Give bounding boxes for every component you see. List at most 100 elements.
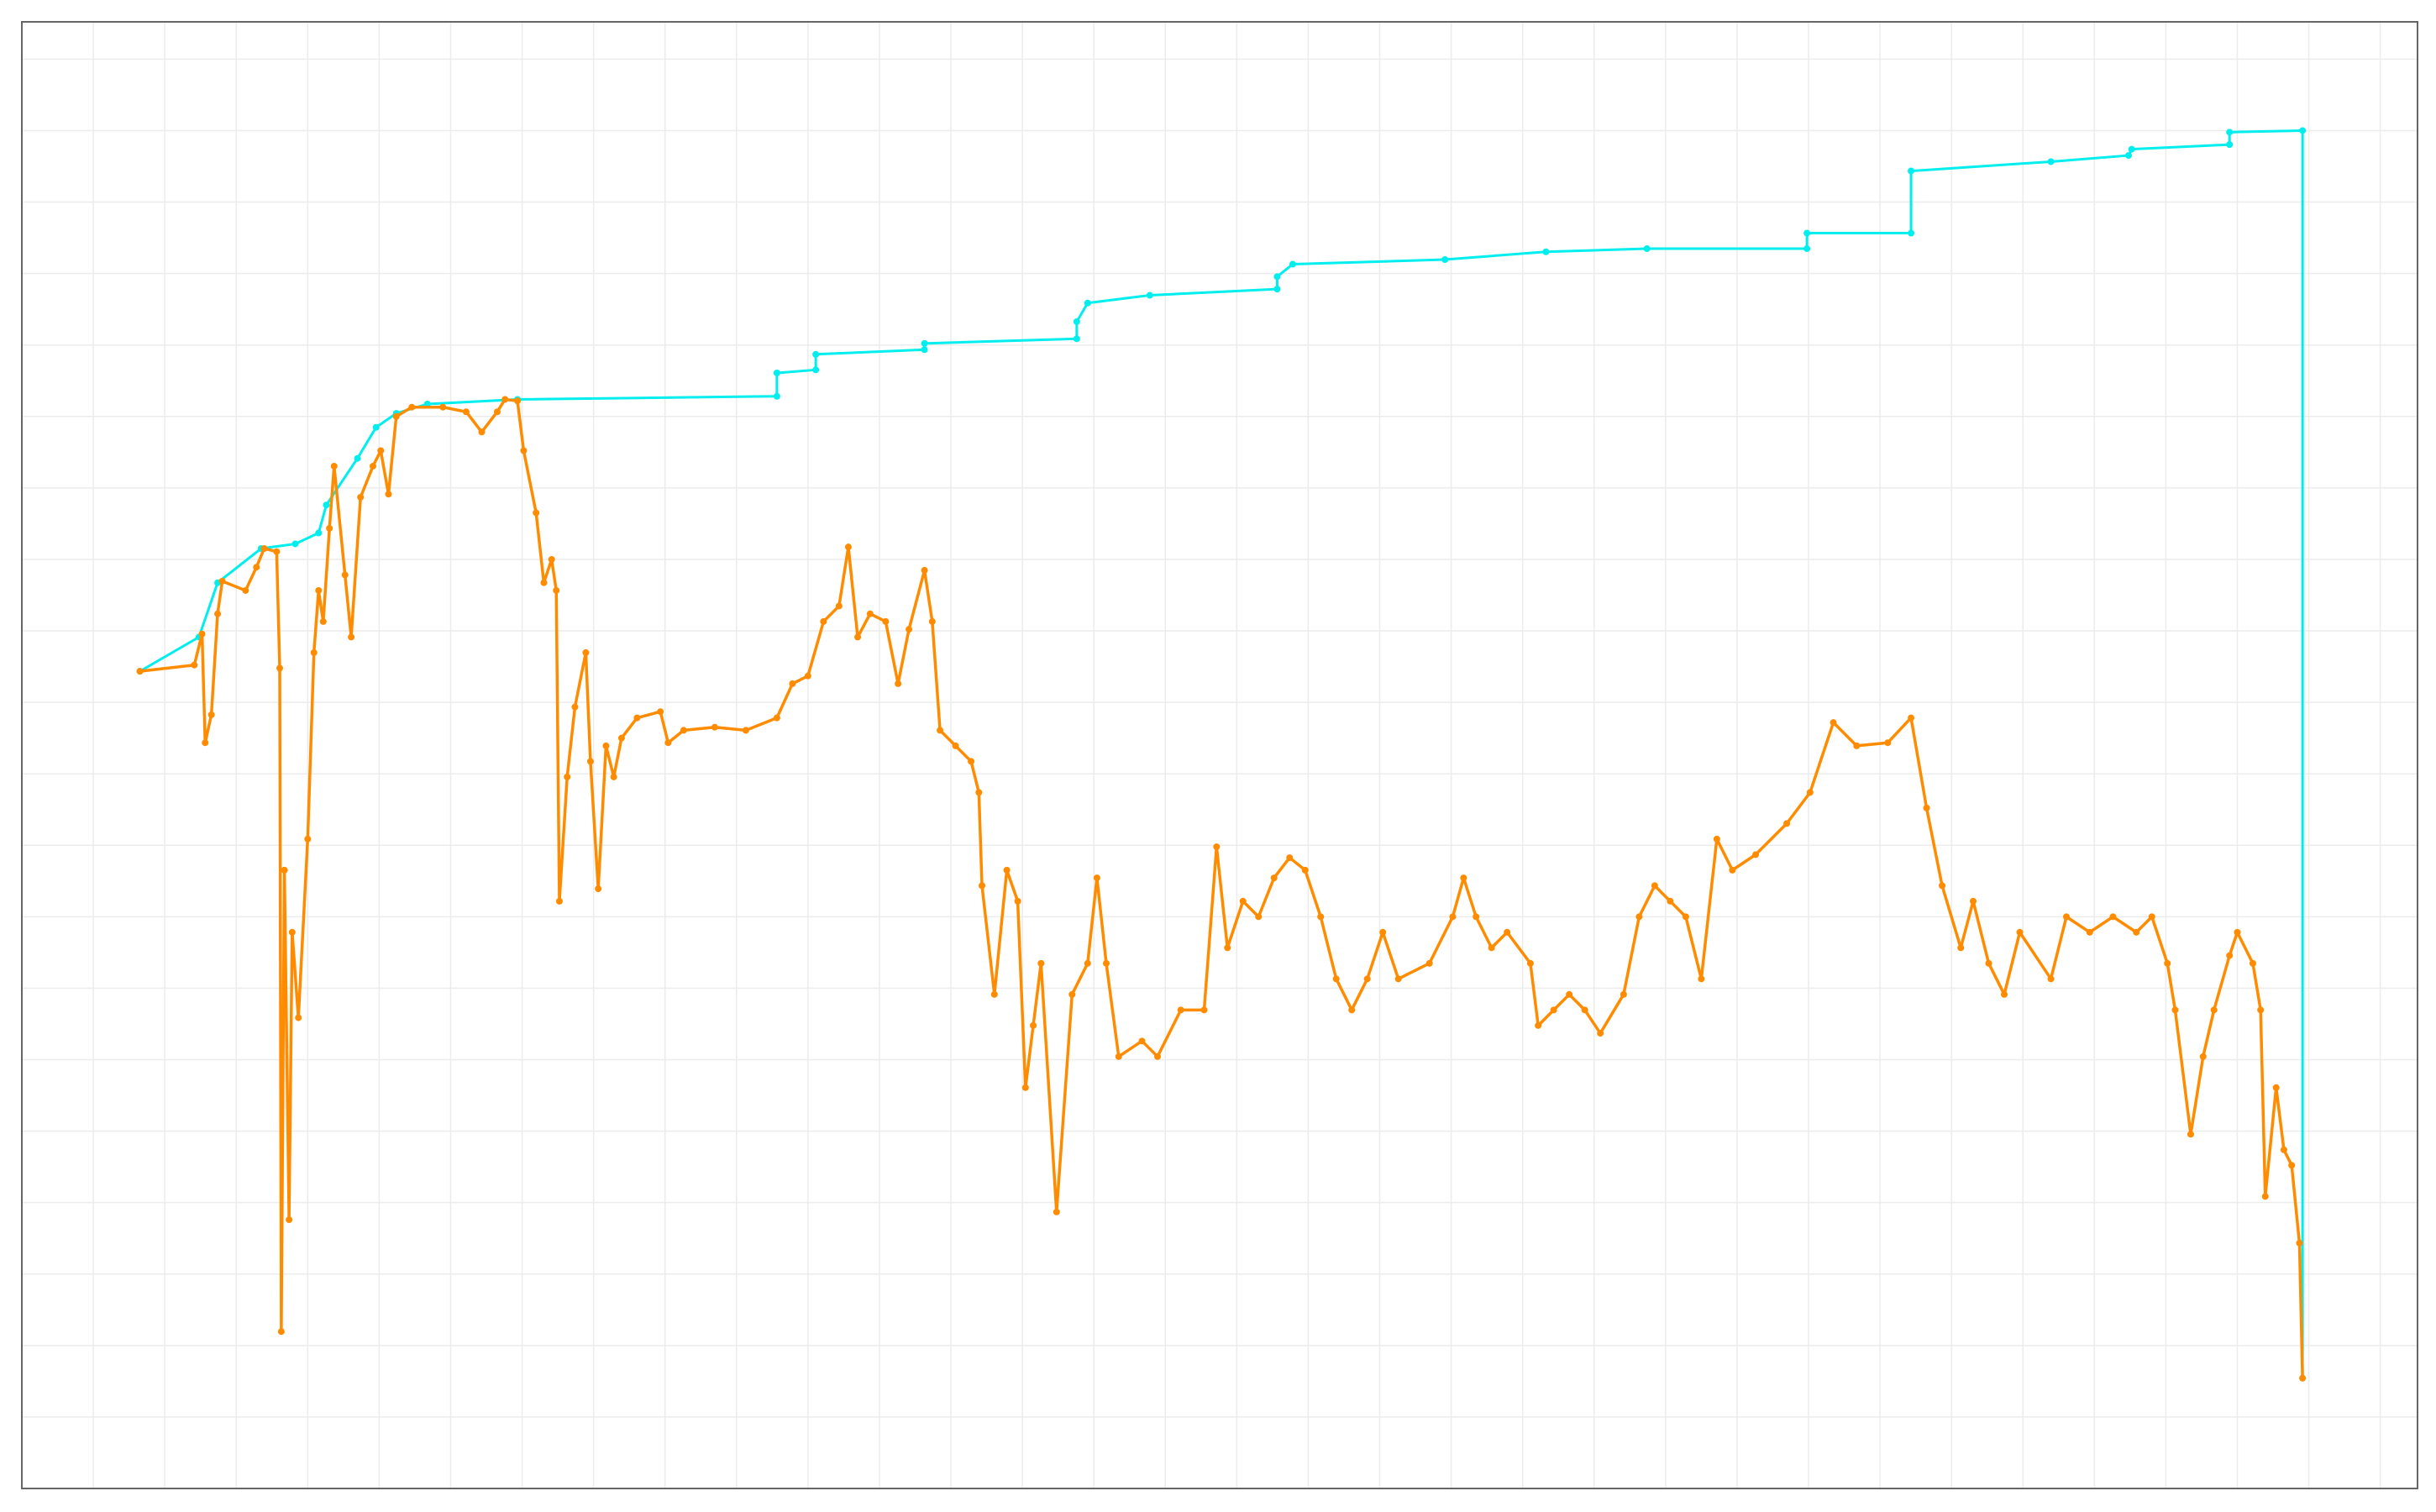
data-point [198,630,206,638]
data-point [1073,318,1080,325]
data-point [602,742,610,749]
data-point [1729,866,1736,874]
data-point [2272,1084,2280,1091]
data-point [281,866,288,874]
data-point [979,882,986,890]
data-point [501,396,509,403]
data-point [2047,158,2055,165]
data-point [392,412,400,420]
data-point [1239,897,1247,905]
data-point [202,739,209,747]
data-point [1053,1208,1060,1215]
data-point [773,370,780,377]
data-point [462,408,470,416]
data-point [2226,129,2234,136]
data-point [2128,145,2135,153]
data-point [2249,959,2256,967]
data-point [1597,1030,1604,1037]
data-point [1255,913,1263,921]
data-point [1177,1006,1184,1014]
data-point [1698,975,1705,983]
data-point [1908,229,1915,237]
data-point [1957,944,1965,952]
data-point [326,524,333,532]
data-point [2257,1006,2265,1014]
data-point [2016,928,2024,936]
data-point [1379,928,1387,936]
data-point [820,617,827,625]
data-point [2199,1053,2207,1060]
data-point [1102,959,1110,967]
data-point [2124,152,2132,160]
data-point [1213,843,1221,851]
data-point [2299,1374,2307,1382]
data-point [2299,127,2307,134]
data-point [136,668,144,675]
plot-area [136,127,2307,1382]
data-point [2280,1146,2287,1153]
data-point [657,708,664,716]
data-point [295,1014,302,1021]
data-point [2226,952,2234,959]
data-point [408,403,416,411]
data-point [1939,882,1946,890]
data-point [804,672,811,680]
data-point [812,366,820,374]
data-point [439,403,447,411]
data-point [323,501,330,509]
data-point [595,885,602,893]
data-point [1394,975,1402,983]
data-point [1154,1053,1162,1060]
data-point [1093,874,1100,882]
data-point [1460,874,1467,882]
data-point [664,739,672,747]
data-point [207,711,215,718]
data-point [1270,874,1278,882]
data-point [582,648,590,656]
data-point [2226,141,2234,149]
data-point [555,897,563,905]
data-point [2296,1239,2303,1247]
data-point [2086,928,2093,936]
data-point [680,727,687,734]
data-point [1783,820,1791,827]
data-point [1535,1021,1542,1029]
data-point [2210,1006,2218,1014]
data-point [553,586,560,594]
data-point [369,462,376,470]
data-point [2109,913,2117,921]
data-point [330,462,338,470]
data-point [1021,1084,1029,1091]
data-point [1224,944,1231,952]
data-point [844,543,852,551]
data-point [286,1216,293,1224]
data-point [1542,248,1550,255]
data-point [990,990,998,998]
data-point [1084,959,1091,967]
data-point [1441,255,1449,263]
data-point [273,548,281,555]
data-point [835,602,843,610]
data-point [1363,975,1371,983]
data-point [348,633,355,641]
data-point [1803,245,1811,253]
data-point [1449,913,1457,921]
data-point [789,680,796,687]
data-point [882,617,890,625]
data-point [2001,990,2008,998]
data-point [520,447,528,454]
data-point [1803,229,1811,237]
data-point [937,727,944,734]
data-point [1581,1006,1588,1014]
data-point [315,586,323,594]
data-point [742,727,749,734]
data-point [1084,299,1091,307]
data-point [2261,1193,2269,1200]
data-point [315,529,323,537]
data-point [1620,990,1627,998]
data-point [854,633,862,641]
data-point [1643,245,1651,253]
data-point [952,742,959,749]
